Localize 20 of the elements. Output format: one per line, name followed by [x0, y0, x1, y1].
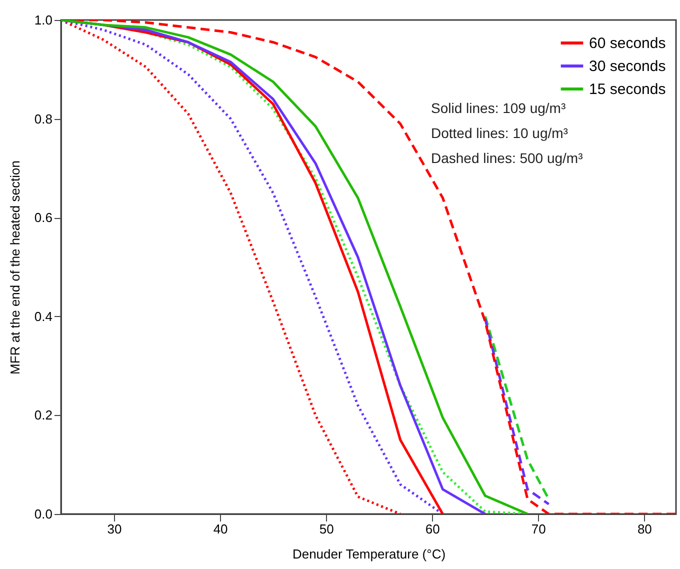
x-tick-label: 30	[107, 522, 122, 536]
legend-label: 15 seconds	[589, 81, 666, 98]
y-tick-label: 0.2	[34, 408, 52, 423]
annotation: Dotted lines: 10 ug/m³	[431, 125, 568, 141]
y-tick-label: 0.0	[34, 506, 52, 522]
x-tick-label: 70	[531, 522, 546, 536]
x-tick-label: 80	[637, 522, 652, 536]
y-tick-label: 0.6	[34, 210, 52, 226]
x-tick-label: 60	[425, 522, 440, 536]
x-tick-label: 40	[213, 522, 228, 536]
x-axis-title: Denuder Temperature (°C)	[292, 546, 446, 562]
annotation: Solid lines: 109 ug/m³	[431, 100, 566, 116]
y-tick-label: 0.8	[34, 111, 52, 126]
legend-label: 60 seconds	[589, 35, 666, 52]
y-tick-label: 1.0	[34, 12, 52, 28]
y-axis-title: MFR at the end of the heated section	[7, 160, 22, 374]
annotation: Dashed lines: 500 ug/m³	[431, 150, 584, 166]
y-tick-label: 0.4	[34, 308, 52, 324]
legend-label: 30 seconds	[589, 58, 666, 75]
x-tick-label: 50	[319, 522, 334, 536]
